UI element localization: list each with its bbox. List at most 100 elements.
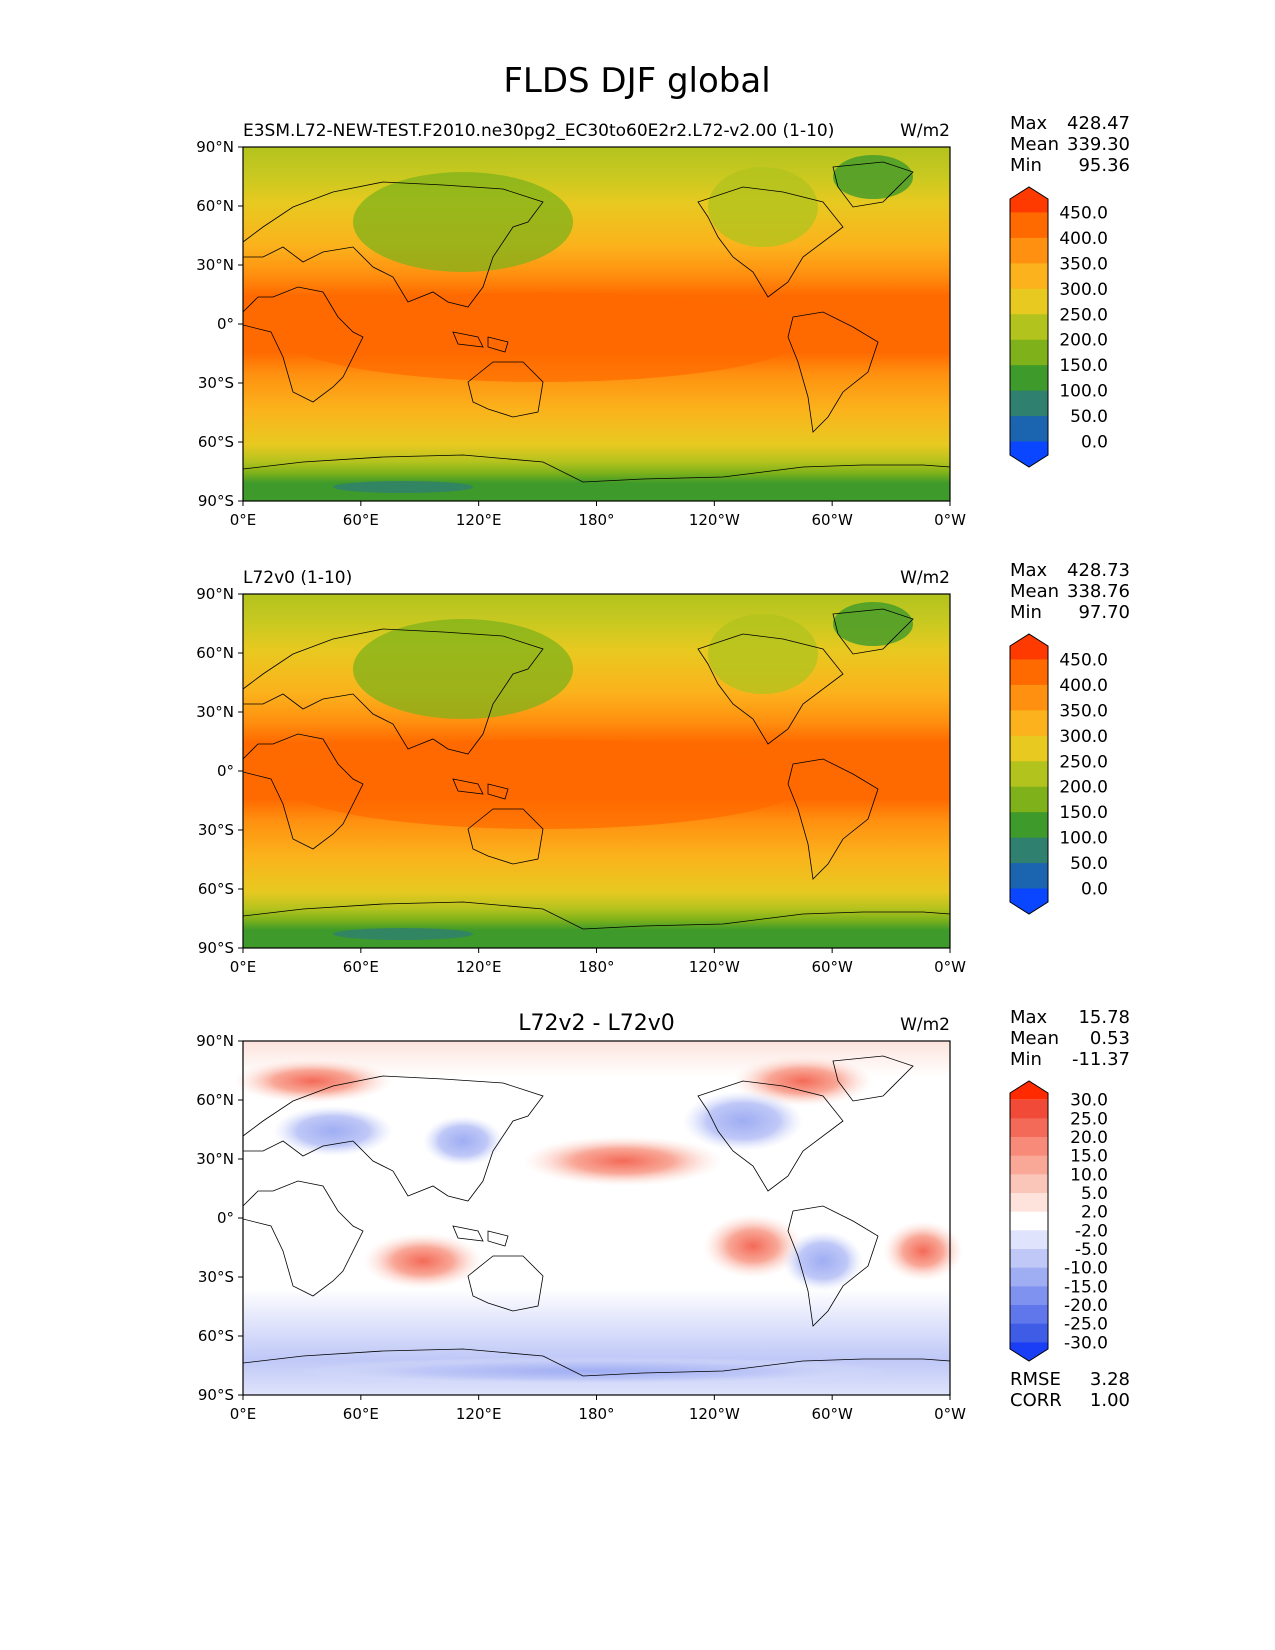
colorbar-label: 50.0 (1070, 407, 1108, 427)
colorbar-label: 350.0 (1059, 254, 1108, 274)
y-tick-label: 30°S (198, 1268, 234, 1286)
colorbar-segment (1010, 761, 1048, 788)
anomaly-region (423, 1116, 503, 1166)
anomaly-region (273, 1106, 393, 1156)
antarctic-min-region (333, 481, 473, 493)
colorbar-label: -15.0 (1064, 1277, 1108, 1297)
figure-title: FLDS DJF global (503, 61, 770, 101)
stat-label: Min (1010, 155, 1042, 176)
y-tick-label: 60°N (196, 644, 234, 662)
y-tick-label: 90°N (196, 1032, 234, 1050)
footer-label: CORR (1010, 1390, 1062, 1411)
colorbar-label: 200.0 (1059, 331, 1108, 351)
y-tick-label: 90°S (198, 939, 234, 957)
colorbar-segment (1010, 1155, 1048, 1175)
cold-eurasia-region (353, 619, 573, 719)
anomaly-region (733, 1056, 873, 1106)
colorbar-segment (1010, 710, 1048, 737)
y-tick-label: 30°N (196, 1150, 234, 1168)
stat-label: Min (1010, 602, 1042, 623)
colorbar-outline (1009, 633, 1049, 915)
x-tick-label: 0°W (934, 958, 966, 976)
antarctic-min-region (333, 928, 473, 940)
stat-value: 428.47 (1067, 113, 1130, 134)
colorbar-segment (1010, 812, 1048, 839)
y-tick-label: 30°N (196, 703, 234, 721)
x-tick-label: 120°W (689, 958, 740, 976)
stat-value: 428.73 (1067, 560, 1130, 581)
colorbar-label: -25.0 (1064, 1315, 1108, 1335)
stat-value: 339.30 (1067, 134, 1130, 155)
colorbar-segment (1010, 1267, 1048, 1287)
colorbar-segment (1010, 684, 1048, 711)
colorbar-label: 300.0 (1059, 727, 1108, 747)
x-tick-label: 120°E (456, 1405, 502, 1423)
y-tick-label: 0° (217, 315, 234, 333)
colorbar-segment (1010, 1081, 1048, 1100)
colorbar: 450.0 400.0 350.0 300.0 250.0 200.0 150.0 100.0… (1009, 186, 1108, 468)
stat-label: Max (1010, 113, 1048, 134)
anomaly-region (783, 1231, 863, 1291)
colorbar-label: 0.0 (1081, 880, 1108, 900)
stat-value: -11.37 (1072, 1049, 1130, 1070)
footer-value: 3.28 (1090, 1369, 1130, 1390)
stat-label: Min (1010, 1049, 1042, 1070)
x-tick-label: 180° (578, 1405, 614, 1423)
y-tick-label: 90°N (196, 585, 234, 603)
colorbar-label: 450.0 (1059, 650, 1108, 670)
colorbar-segment (1010, 314, 1048, 341)
y-tick-label: 60°S (198, 1327, 234, 1345)
stat-label: Max (1010, 560, 1048, 581)
colorbar-segment (1010, 634, 1048, 660)
x-tick-label: 120°W (689, 1405, 740, 1423)
colorbar-label: 25.0 (1070, 1109, 1108, 1129)
x-tick-label: 180° (578, 511, 614, 529)
colorbar-label: 300.0 (1059, 280, 1108, 300)
warm-pool-region (283, 292, 803, 382)
colorbar-segment (1010, 288, 1048, 315)
colorbar-segment (1010, 365, 1048, 392)
colorbar-segment (1010, 1305, 1048, 1325)
colorbar-label: 10.0 (1070, 1165, 1108, 1185)
colorbar-segment (1010, 416, 1048, 443)
y-tick-label: 60°S (198, 880, 234, 898)
colorbar-segment (1010, 659, 1048, 686)
panel-test: 0°E 60°E 120°E 180° 120°W 60°W 0°W 90°N 60°N 30°N… (196, 113, 1130, 529)
x-tick-label: 0°E (230, 958, 257, 976)
x-tick-label: 180° (578, 958, 614, 976)
y-tick-label: 60°N (196, 197, 234, 215)
colorbar-segment (1010, 1211, 1048, 1231)
colorbar-segment (1010, 863, 1048, 890)
map-field (233, 1041, 963, 1395)
x-tick-label: 60°E (343, 1405, 379, 1423)
colorbar-label: 100.0 (1059, 829, 1108, 849)
colorbar-segment (1010, 1193, 1048, 1213)
x-tick-label: 120°W (689, 511, 740, 529)
colorbar-label: 200.0 (1059, 778, 1108, 798)
footer-value: 1.00 (1090, 1390, 1130, 1411)
colorbar-label: -2.0 (1075, 1221, 1108, 1241)
colorbar-label: 400.0 (1059, 229, 1108, 249)
y-tick-label: 90°S (198, 1386, 234, 1404)
panel-units: W/m2 (900, 1015, 950, 1035)
panel-units: W/m2 (900, 568, 950, 588)
anomaly-region (703, 1214, 803, 1278)
colorbar-label: 20.0 (1070, 1128, 1108, 1148)
x-tick-label: 120°E (456, 511, 502, 529)
colorbar-segment (1010, 837, 1048, 864)
y-tick-label: 30°S (198, 821, 234, 839)
colorbar-segment (1010, 1323, 1048, 1343)
x-tick-label: 60°W (811, 511, 853, 529)
x-tick-label: 0°W (934, 511, 966, 529)
anomaly-region (883, 1221, 963, 1281)
x-tick-label: 0°W (934, 1405, 966, 1423)
stat-label: Mean (1010, 1028, 1059, 1049)
panel-title: L72v0 (1-10) (243, 568, 352, 588)
y-tick-label: 0° (217, 762, 234, 780)
colorbar: 450.0 400.0 350.0 300.0 250.0 200.0 150.0 100.0… (1009, 633, 1108, 915)
colorbar-segment (1010, 1249, 1048, 1269)
panel-difference: 0°E 60°E 120°E 180° 120°W 60°W 0°W 90°N 60°N 30°N… (196, 1007, 1130, 1423)
colorbar-segment (1010, 786, 1048, 813)
colorbar-segment (1010, 441, 1048, 467)
colorbar-label: -20.0 (1064, 1296, 1108, 1316)
